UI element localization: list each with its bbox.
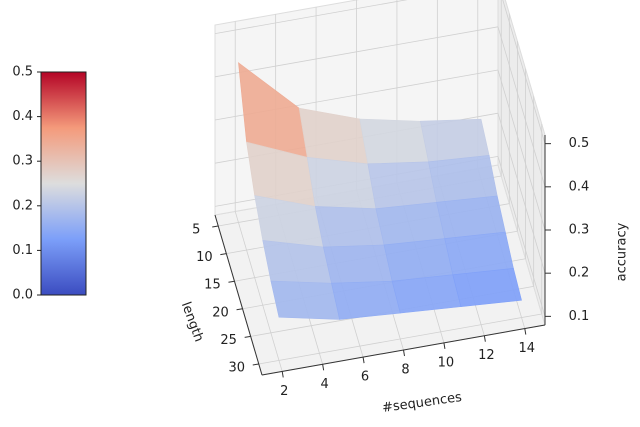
surface-patch: [383, 238, 454, 282]
y-tick-label: 10: [196, 250, 213, 265]
grid-line: [502, 0, 546, 144]
y-tick-label: 15: [204, 278, 221, 293]
y-tick-label: 5: [192, 223, 200, 238]
y-tick-label: 25: [220, 333, 237, 348]
x-tick-label: 12: [478, 348, 495, 363]
z-tick-label: 0.1: [569, 309, 590, 324]
surface-patch: [331, 280, 401, 320]
colorbar-tick-label: 0.3: [12, 154, 33, 169]
z-axis-label: accuracy: [615, 222, 630, 281]
x-tick: [403, 349, 405, 357]
surface-patch: [262, 240, 332, 284]
grid-line: [234, 211, 283, 372]
y-tick-label: 30: [228, 360, 245, 375]
x-tick-label: 2: [280, 384, 288, 399]
grid-line: [214, 26, 499, 78]
surface-patch: [323, 244, 393, 284]
colorbar: [37, 71, 87, 296]
y-tick: [220, 253, 227, 256]
x-tick: [443, 342, 446, 349]
x-tick: [524, 328, 527, 335]
x-tick-label: 4: [321, 377, 329, 392]
grid-line: [497, 26, 546, 187]
y-tick-label: 20: [212, 305, 229, 320]
y-tick: [228, 280, 235, 283]
surface-patch: [270, 280, 340, 320]
colorbar-tick-label: 0.2: [12, 198, 33, 213]
grid-line: [497, 156, 546, 317]
x-tick-label: 6: [361, 370, 369, 385]
surface-patch: [359, 118, 429, 165]
surface-patch: [375, 201, 446, 246]
x-tick-label: 14: [519, 341, 536, 356]
y-tick: [212, 225, 219, 228]
axis-line: [261, 324, 546, 376]
x-tick: [281, 371, 284, 378]
surface-patch: [367, 161, 437, 210]
grid-line: [214, 0, 408, 35]
x-tick: [483, 335, 486, 342]
y-tick: [252, 363, 259, 366]
colorbar-tick-label: 0.1: [12, 243, 33, 258]
colorbar-tick-label: 0.4: [12, 109, 33, 124]
x-tick: [322, 364, 325, 371]
axis-line: [214, 214, 263, 376]
x-tick-label: 10: [438, 355, 455, 370]
z-tick-label: 0.3: [569, 223, 590, 238]
surface-patch: [314, 206, 385, 248]
y-tick: [236, 308, 243, 311]
colorbar-gradient: [40, 71, 87, 296]
surface-patch: [436, 195, 506, 239]
surface-patch: [452, 268, 522, 307]
grid-line: [258, 313, 542, 365]
grid-line: [497, 69, 546, 231]
y-axis-label: length: [178, 300, 206, 344]
surface-patch: [306, 156, 377, 210]
x-tick: [362, 357, 365, 364]
surface-patch: [420, 118, 490, 163]
surface-patch: [428, 155, 498, 203]
x-tick-label: 8: [401, 363, 409, 378]
colorbar-tick-label: 0.5: [12, 65, 33, 80]
x-axis-label: #sequences: [381, 390, 463, 416]
grid-line: [497, 113, 546, 274]
z-tick-label: 0.4: [569, 179, 590, 194]
z-tick-label: 0.2: [569, 266, 590, 281]
colorbar-tick-label: 0.0: [12, 288, 33, 303]
surface-patch: [444, 231, 514, 276]
surface: [238, 62, 522, 320]
surface-patch: [391, 274, 462, 314]
z-tick-label: 0.5: [569, 136, 590, 151]
y-tick: [244, 335, 251, 338]
